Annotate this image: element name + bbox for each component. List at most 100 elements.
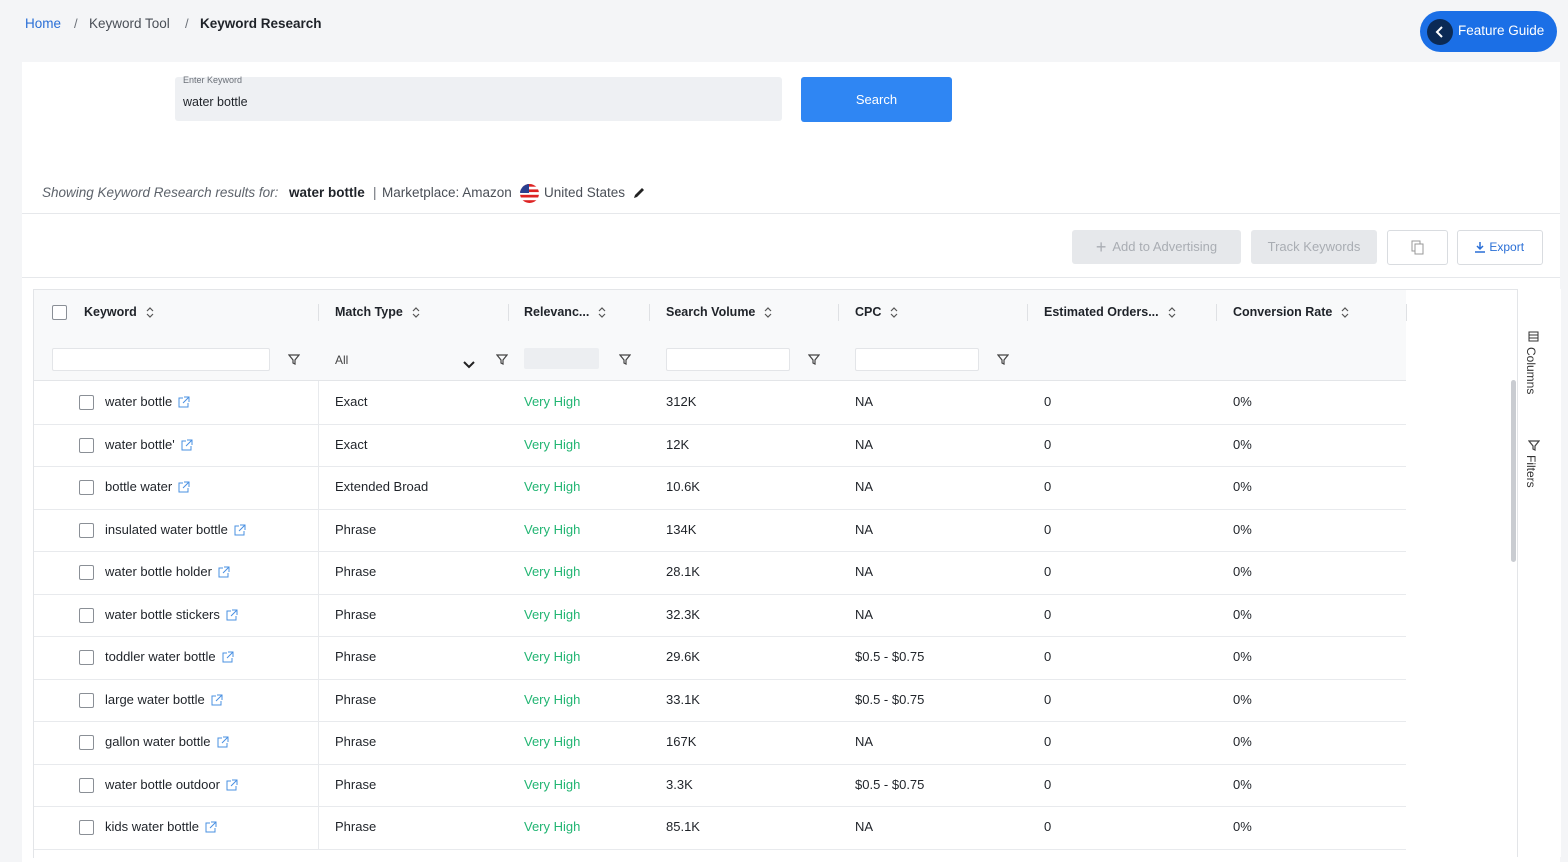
table-cell: 134K [666, 521, 697, 537]
table-cell: Very High [524, 776, 581, 792]
cell-divider [318, 423, 319, 466]
row-checkbox[interactable] [79, 692, 94, 708]
row-checkbox[interactable] [79, 735, 94, 750]
column-header[interactable]: Conversion Rate [1233, 305, 1333, 319]
side-panel-tab[interactable]: Columns [1524, 347, 1538, 395]
keyword-link[interactable]: water bottle [105, 394, 173, 409]
table-row [34, 551, 1406, 595]
table-cell: 0% [1233, 606, 1252, 622]
edit-icon[interactable] [632, 186, 646, 200]
keyword-input[interactable]: Enter Keyword water bottle [175, 75, 782, 121]
row-checkbox[interactable] [79, 777, 94, 793]
external-link-icon [178, 481, 190, 496]
divider [22, 213, 1560, 214]
table-cell: Very High [524, 691, 581, 707]
table-cell: 33.1K [666, 691, 700, 707]
table-row [34, 381, 1406, 425]
row-checkbox[interactable] [79, 650, 94, 665]
results-marketplace: Marketplace: Amazon [382, 185, 512, 200]
row-checkbox[interactable] [79, 607, 94, 623]
sort-icon [1340, 306, 1350, 322]
keyword-link[interactable]: toddler water bottle [105, 649, 216, 664]
column-header[interactable]: Estimated Orders... [1044, 305, 1159, 319]
table-row [34, 764, 1406, 807]
table-cell: 28.1K [666, 564, 700, 579]
column-header[interactable]: Keyword [84, 305, 137, 319]
filter-input[interactable] [855, 348, 979, 371]
filter-icon-glyph [807, 354, 821, 365]
header-checkbox[interactable] [52, 305, 67, 320]
row-checkbox[interactable] [79, 522, 94, 538]
table-cell: Very High [524, 734, 581, 749]
table-cell: 0% [1233, 479, 1252, 494]
table-cell: 0 [1044, 479, 1052, 494]
table-cell: Very High [524, 394, 581, 409]
main-card [22, 62, 1560, 862]
keyword-link[interactable]: kids water bottle [105, 819, 199, 834]
table-cell: 0% [1233, 691, 1252, 707]
table-cell: 0% [1233, 819, 1252, 834]
cell-divider [318, 721, 319, 764]
match-filter-select[interactable]: All [335, 353, 349, 367]
table-cell: Extended Broad [335, 479, 429, 494]
button-label: Add to Advertising [1112, 239, 1218, 254]
filter-input[interactable] [52, 348, 270, 371]
row-checkbox[interactable] [79, 480, 94, 495]
panel-icon [1527, 439, 1541, 454]
filter-icon [996, 353, 1010, 368]
table-cell: Exact [335, 436, 368, 452]
side-panel-tab[interactable]: Filters [1524, 455, 1538, 488]
divider [22, 277, 1560, 278]
column-divider [318, 304, 319, 321]
cell-divider [318, 678, 319, 721]
table-cell: 0% [1233, 734, 1252, 749]
row-checkbox[interactable] [79, 820, 94, 835]
sort-icon-glyph [412, 307, 420, 318]
filter-input[interactable] [666, 348, 790, 371]
keyword-link[interactable]: large water bottle [105, 691, 205, 707]
breadcrumb-item[interactable]: Keyword Tool [89, 16, 170, 31]
table-cell: 12K [666, 436, 690, 452]
column-header[interactable]: Search Volume [666, 305, 756, 319]
external-link-icon [205, 821, 217, 836]
table-cell: 0% [1233, 649, 1252, 664]
filter-icon [495, 353, 509, 368]
table-row [34, 466, 1406, 510]
export-button[interactable]: Export [1457, 230, 1543, 265]
keyword-link[interactable]: insulated water bottle [105, 521, 228, 537]
table-cell: 0% [1233, 394, 1252, 409]
keyword-link[interactable]: water bottle holder [105, 564, 212, 579]
copy-button[interactable] [1387, 230, 1448, 265]
table-cell: $0.5 - $0.75 [855, 649, 925, 664]
feature-guide-button[interactable]: Feature Guide [1420, 11, 1557, 52]
row-checkbox[interactable] [79, 395, 94, 410]
search-button[interactable]: Search [801, 77, 952, 122]
column-header[interactable]: Relevanc... [524, 305, 590, 319]
keyword-link[interactable]: water bottle' [105, 436, 175, 452]
keyword-link[interactable]: gallon water bottle [105, 734, 211, 749]
table-cell: 0% [1233, 521, 1252, 537]
external-link-icon [181, 439, 193, 454]
keyword-link[interactable]: water bottle outdoor [105, 776, 220, 792]
sort-icon [145, 306, 155, 322]
table-cell: 0% [1233, 564, 1252, 579]
table-row [34, 679, 1406, 722]
column-divider [1406, 304, 1407, 321]
track-keywords-button[interactable]: Track Keywords [1251, 230, 1377, 264]
external-link-icon [234, 524, 246, 539]
column-header[interactable]: Match Type [335, 305, 403, 319]
input-value: water bottle [183, 95, 248, 109]
row-checkbox[interactable] [79, 565, 94, 580]
column-header[interactable]: CPC [855, 305, 882, 319]
add-to-advertising-button[interactable]: + Add to Advertising [1072, 230, 1241, 264]
row-checkbox[interactable] [79, 437, 94, 453]
keyword-link[interactable]: water bottle stickers [105, 606, 220, 622]
results-keyword: water bottle [289, 185, 365, 200]
copy-icon [1411, 240, 1424, 255]
button-label: Export [1489, 240, 1525, 254]
keyword-link[interactable]: bottle water [105, 479, 173, 494]
breadcrumb-home[interactable]: Home [25, 16, 62, 31]
table-cell: 0 [1044, 521, 1052, 537]
table-cell: 0 [1044, 649, 1052, 664]
external-link-icon-glyph [211, 694, 223, 705]
